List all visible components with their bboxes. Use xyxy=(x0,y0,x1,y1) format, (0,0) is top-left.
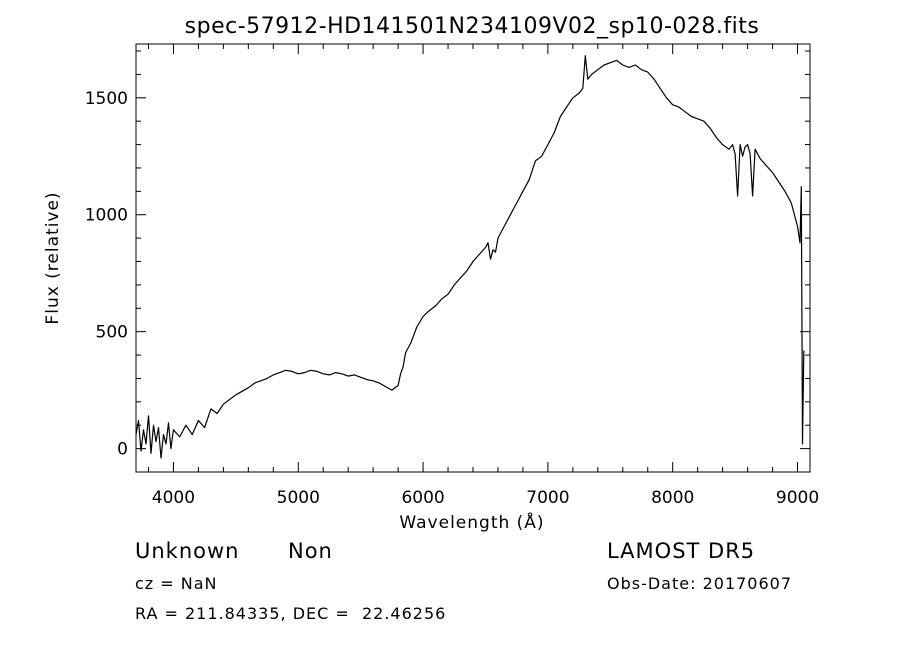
x-tick-label: 9000 xyxy=(776,488,819,508)
x-tick-label: 8000 xyxy=(651,488,694,508)
y-tick-label: 1000 xyxy=(85,206,128,226)
y-tick-label: 1500 xyxy=(85,89,128,109)
x-tick-label: 6000 xyxy=(401,488,444,508)
y-tick-label: 0 xyxy=(117,440,128,460)
survey-name: LAMOST DR5 xyxy=(607,539,756,563)
object-subclass: Non xyxy=(288,539,333,563)
y-axis-label: Flux (relative) xyxy=(43,191,63,324)
y-tick-label: 500 xyxy=(96,323,128,343)
object-class: Unknown xyxy=(135,539,240,563)
axis-ticks xyxy=(136,44,810,473)
obs-date: Obs-Date: 20170607 xyxy=(607,574,793,593)
x-tick-label: 4000 xyxy=(152,488,195,508)
spectrum-line xyxy=(135,55,805,459)
series-layer xyxy=(135,55,805,459)
redshift-readout: cz = NaN xyxy=(135,574,218,593)
plot-frame xyxy=(135,43,811,473)
x-tick-label: 5000 xyxy=(277,488,320,508)
x-axis-label: Wavelength (Å) xyxy=(399,511,544,533)
x-tick-label: 7000 xyxy=(526,488,569,508)
chart-title: spec-57912-HD141501N234109V02_sp10-028.f… xyxy=(185,14,760,39)
axis-tick-labels: 4000 5000 6000 7000 8000 9000 0 500 1000 1500 xyxy=(85,89,819,508)
coordinates-readout: RA = 211.84335, DEC = 22.46256 xyxy=(135,604,447,623)
